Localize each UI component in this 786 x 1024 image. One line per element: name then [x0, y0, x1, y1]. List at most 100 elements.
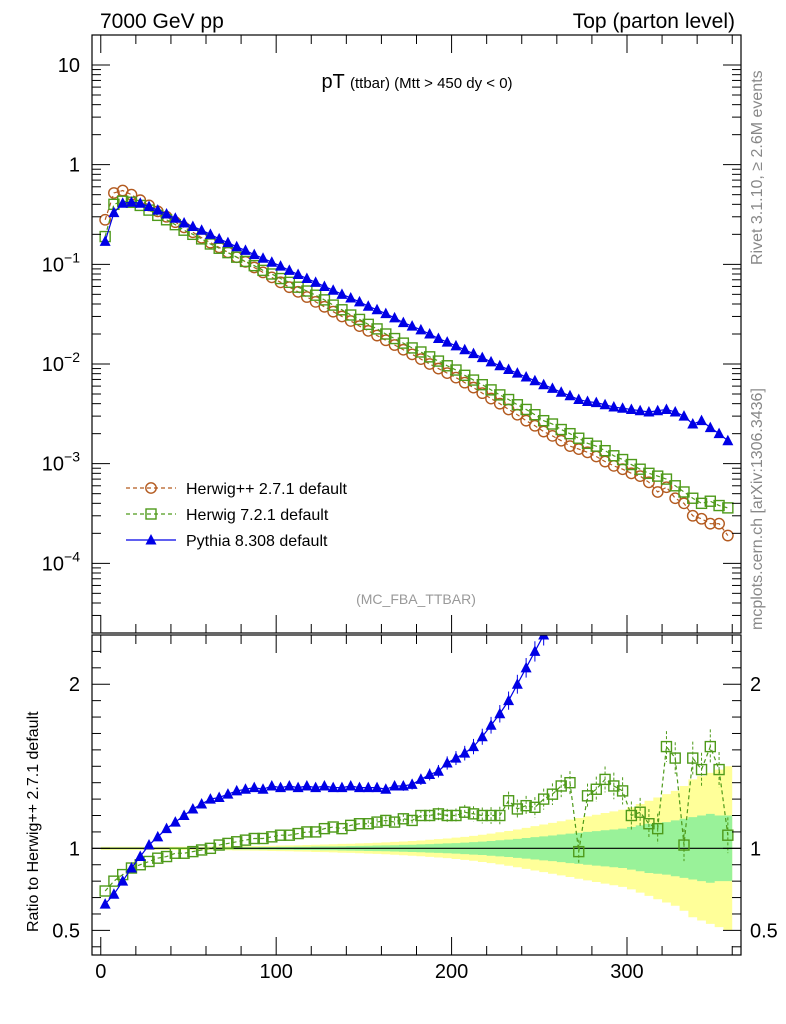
ratio-point-1-14: [222, 788, 234, 799]
ratio-point-0-69: [704, 740, 717, 753]
main-point-2-5: [143, 200, 155, 212]
main-point-1-61: [634, 463, 646, 475]
main-ytick-label: 10−4: [42, 548, 80, 575]
main-point-1-55: [581, 437, 594, 450]
ratio-point-1-37: [424, 768, 436, 779]
ratio-point-0-20: [274, 829, 287, 841]
main-point-2-35: [406, 320, 418, 331]
ratio-point-0-8: [169, 847, 182, 859]
ratio-point-1-22: [292, 781, 304, 793]
ratio-point-0-38: [432, 808, 445, 820]
ratio-point-0-43: [476, 809, 488, 822]
main-point-2-61: [634, 404, 646, 416]
main-point-0-1: [108, 187, 120, 199]
main-ytick-label: 10−1: [42, 249, 80, 276]
main-ytick-label: 10−2: [42, 349, 80, 376]
ratio-point-0-28: [345, 819, 357, 832]
main-point-2-39: [441, 336, 453, 347]
main-point-0-24: [309, 295, 322, 308]
ratio-point-0-19: [266, 831, 278, 843]
ratio-point-0-22: [292, 827, 304, 840]
ratio-point-0-63: [651, 822, 664, 835]
ratio-point-0-6: [152, 852, 164, 864]
main-point-2-63: [652, 404, 664, 416]
main-point-0-52: [555, 434, 568, 447]
main-point-2-56: [590, 396, 602, 408]
ratio-point-0-46: [502, 795, 515, 807]
main-point-1-70: [713, 499, 725, 512]
main-point-1-18: [257, 264, 269, 277]
ratio-point-0-40: [450, 809, 462, 822]
main-point-0-0: [99, 213, 112, 226]
main-ytick-exp: −1: [64, 249, 80, 265]
main-point-1-23: [301, 285, 313, 297]
main-point-0-33: [388, 339, 401, 351]
main-point-2-67: [687, 418, 699, 429]
main-title-main: pT: [321, 71, 344, 93]
main-ytick-label: 10: [58, 55, 80, 77]
ratio-point-0-27: [336, 822, 348, 835]
legend-marker-1: [145, 508, 157, 520]
ratio-ytick-label: 1: [69, 838, 80, 860]
main-point-0-48: [520, 414, 533, 427]
main-point-2-14: [222, 236, 234, 248]
main-point-2-33: [389, 311, 401, 323]
main-point-2-41: [459, 343, 471, 355]
ratio-point-0-11: [195, 844, 208, 856]
main-point-0-36: [414, 353, 427, 365]
ratio-point-1-2: [117, 875, 129, 886]
ratio-point-0-25: [318, 822, 331, 835]
ratio-point-1-12: [204, 793, 216, 804]
ratio-point-1-47: [511, 678, 523, 689]
ratio-point-0-29: [353, 818, 366, 830]
main-ytick-exp: −3: [64, 449, 80, 465]
main-point-2-19: [266, 256, 278, 267]
ratio-point-0-9: [178, 847, 190, 859]
main-ytick-label: 1: [69, 155, 80, 177]
ratio-point-1-25: [318, 779, 330, 791]
main-point-2-13: [213, 232, 225, 244]
legend-label-0: Herwig++ 2.7.1 default: [186, 481, 348, 498]
main-point-0-26: [327, 305, 340, 318]
ratio-point-0-61: [634, 806, 646, 818]
main-point-0-29: [353, 320, 366, 333]
ratio-point-1-34: [397, 779, 409, 791]
ratio-point-0-56: [590, 783, 602, 795]
ratio-point-0-41: [459, 806, 471, 818]
ratio-point-1-20: [275, 781, 287, 793]
main-ytick-label: 10−3: [42, 449, 80, 476]
ratio-point-1-29: [353, 781, 365, 793]
main-point-1-50: [537, 414, 550, 427]
main-point-2-32: [380, 307, 392, 319]
main-point-2-46: [503, 363, 515, 375]
main-point-2-68: [696, 414, 708, 426]
ratio-point-1-46: [503, 694, 515, 706]
ratio-point-1-33: [389, 779, 401, 791]
main-point-0-41: [458, 376, 471, 389]
ratio-point-1-49: [529, 645, 541, 656]
header-right: Top (parton level): [573, 10, 735, 33]
main-point-2-0: [99, 235, 111, 246]
main-point-1-66: [678, 486, 690, 498]
ratio-point-1-21: [283, 779, 295, 791]
ratio-point-1-40: [450, 752, 462, 763]
main-point-2-48: [520, 371, 532, 382]
ratio-xtick-label: 200: [435, 961, 468, 983]
ratio-point-1-32: [380, 783, 392, 794]
main-point-1-58: [608, 450, 620, 462]
main-point-0-70: [713, 517, 725, 530]
main-point-2-18: [257, 252, 269, 263]
main-point-2-3: [125, 196, 137, 207]
main-point-1-65: [669, 480, 681, 492]
ratio-point-0-31: [371, 816, 383, 828]
ratio-point-0-42: [467, 808, 480, 820]
ratio-point-0-10: [187, 845, 199, 858]
ratio-point-0-0: [99, 885, 111, 897]
main-point-2-7: [161, 207, 173, 219]
main-point-0-61: [634, 470, 647, 483]
ratio-point-1-6: [152, 830, 164, 842]
ratio-point-0-1: [108, 875, 120, 887]
main-point-2-10: [187, 220, 199, 231]
ratio-point-1-23: [301, 779, 313, 791]
ratio-point-0-52: [555, 780, 567, 792]
